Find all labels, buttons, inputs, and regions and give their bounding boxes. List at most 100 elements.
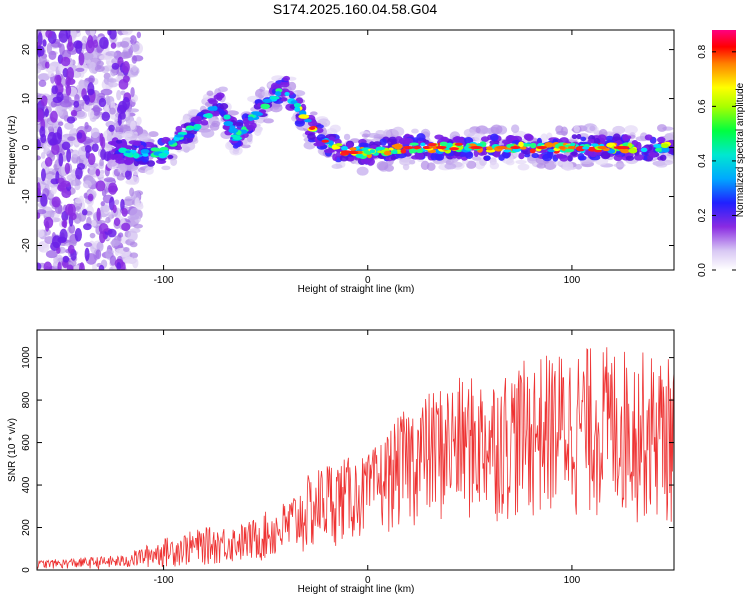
noise-blob <box>84 144 92 153</box>
noise-blob <box>107 228 117 238</box>
haze-blob <box>399 157 413 166</box>
noise-blob <box>109 107 116 115</box>
noise-blob <box>43 143 51 149</box>
hot-spot <box>321 139 329 143</box>
noise-blob <box>111 62 120 70</box>
hot-spot <box>558 145 566 150</box>
ridge-core <box>628 147 638 154</box>
noise-blob <box>120 40 130 48</box>
ridge-core <box>529 142 537 149</box>
ridge-blob <box>146 160 156 167</box>
noise-blob <box>37 73 50 82</box>
hot-spot <box>470 145 483 150</box>
noise-blob <box>66 116 76 124</box>
x-tick-label: -100 <box>154 275 174 286</box>
ridge-core <box>331 145 341 150</box>
haze-blob <box>562 161 574 172</box>
ridge-blob <box>644 134 653 141</box>
ridge-core <box>654 147 663 152</box>
ridge-core <box>420 142 426 147</box>
noise-blob <box>84 139 94 144</box>
ridge-blob <box>435 152 445 161</box>
noise-blob <box>122 198 135 206</box>
haze-blob <box>536 163 546 169</box>
noise-blob <box>113 217 121 227</box>
noise-blob <box>51 85 58 95</box>
haze-blob <box>287 81 297 91</box>
noise-blob <box>37 65 42 74</box>
noise-blob <box>43 228 51 236</box>
ridge-blob <box>465 151 474 160</box>
noise-blob <box>111 58 119 65</box>
noise-blob <box>103 177 116 183</box>
noise-blob <box>85 39 95 54</box>
noise-blob <box>98 264 105 270</box>
ridge-blob <box>559 137 569 144</box>
noise-blob <box>106 78 118 83</box>
noise-blob <box>99 231 106 244</box>
noise-blob <box>49 138 58 146</box>
noise-blob <box>121 207 128 217</box>
noise-blob <box>123 51 133 59</box>
noise-blob <box>38 55 47 66</box>
noise-blob <box>90 127 100 139</box>
ridge-blob <box>434 134 444 140</box>
x-tick-label: 0 <box>365 575 371 586</box>
noise-blob <box>94 65 105 72</box>
ridge-blob <box>194 115 202 122</box>
noise-blob <box>83 223 92 231</box>
haze-blob <box>660 159 674 166</box>
noise-blob <box>40 168 46 182</box>
colorbar-tick-label: 0.8 <box>697 44 708 58</box>
ridge-core <box>125 150 131 154</box>
ridge-blob <box>339 154 349 162</box>
ridge-core <box>349 147 357 151</box>
ridge-blob <box>555 153 565 159</box>
ridge-blob <box>279 81 290 88</box>
noise-blob <box>130 120 136 130</box>
haze-blob <box>613 163 626 168</box>
ridge-core <box>274 91 282 97</box>
haze-blob <box>656 124 667 132</box>
ridge-core <box>503 149 512 153</box>
noise-blob <box>96 207 101 222</box>
ridge-blob <box>622 134 629 142</box>
hot-spot <box>567 145 576 150</box>
ridge-blob <box>580 136 587 142</box>
noise-blob <box>114 199 120 205</box>
ridge-core <box>230 134 238 138</box>
ridge-core <box>284 91 290 97</box>
haze-blob <box>255 88 265 99</box>
ridge-core <box>174 134 185 138</box>
noise-blob <box>42 206 53 217</box>
noise-blob <box>88 75 95 84</box>
colorbar-tick-label: 0.0 <box>697 263 708 277</box>
noise-blob <box>120 198 125 211</box>
noise-blob <box>115 41 122 48</box>
noise-blob <box>125 258 136 263</box>
ridge-blob <box>282 75 291 82</box>
noise-blob <box>105 216 111 224</box>
haze-blob <box>309 111 318 116</box>
ridge-blob <box>234 121 244 127</box>
noise-blob <box>66 78 76 85</box>
noise-blob <box>136 116 142 126</box>
ridge-blob <box>571 151 578 157</box>
noise-blob <box>108 185 119 193</box>
ridge-blob <box>396 152 407 159</box>
ridge-blob <box>593 138 601 145</box>
haze-blob <box>263 118 274 124</box>
noise-blob <box>51 196 61 208</box>
snr-ylabel: SNR (10 * v/v) <box>7 418 18 482</box>
haze-blob <box>382 129 391 139</box>
haze-blob <box>170 157 178 166</box>
y-tick-label: 800 <box>21 391 32 408</box>
ridge-core <box>427 142 437 147</box>
noise-blob <box>37 229 45 238</box>
ridge-core <box>590 143 599 147</box>
noise-blob <box>95 180 106 192</box>
haze-blob <box>589 125 596 132</box>
noise-blob <box>64 122 74 130</box>
